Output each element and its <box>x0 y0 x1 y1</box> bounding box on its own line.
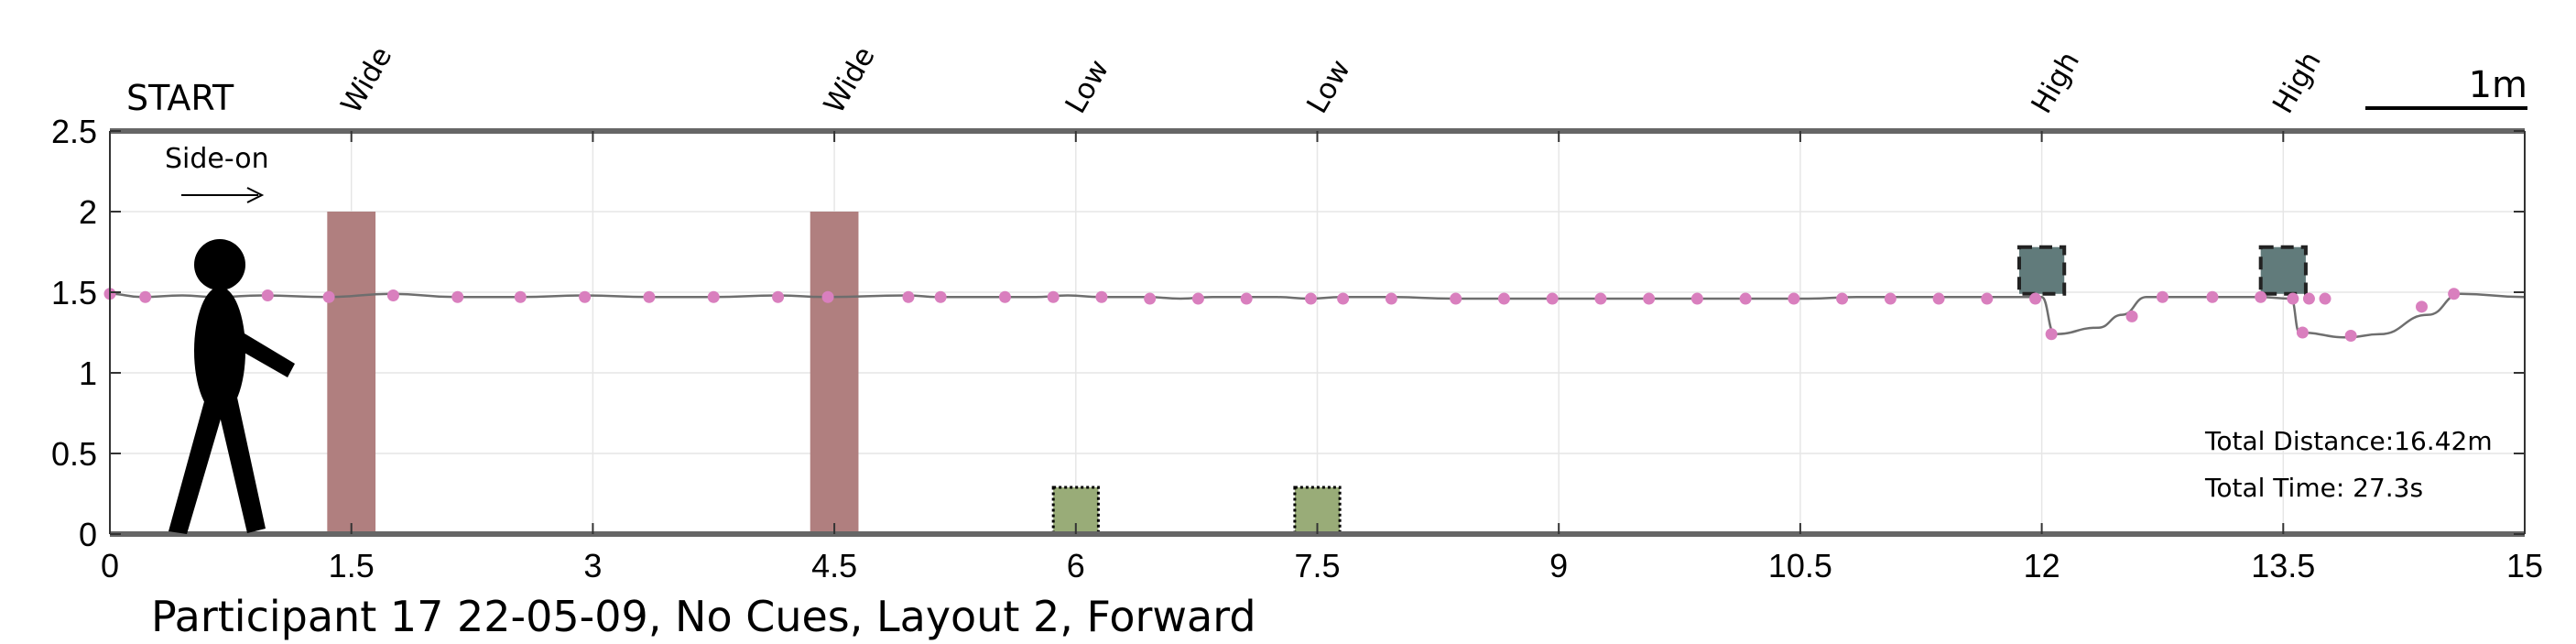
step-marker <box>1304 292 1317 305</box>
x-tick-label: 0 <box>101 547 119 584</box>
step-marker <box>2344 330 2357 343</box>
x-tick-label: 3 <box>583 547 602 584</box>
step-marker <box>998 290 1011 303</box>
step-marker <box>643 290 656 303</box>
y-tick-label: 1.5 <box>51 274 97 311</box>
obstacle-labels: Wide Wide Low Low High High <box>334 41 2327 119</box>
direction-indicator: Side-on <box>165 143 269 203</box>
x-tick-label: 7.5 <box>1294 547 1340 584</box>
x-tick-label: 15 <box>2506 547 2543 584</box>
step-marker <box>386 289 399 302</box>
x-tick-label: 12 <box>2024 547 2060 584</box>
step-marker <box>1788 292 1800 305</box>
step-marker <box>934 290 947 303</box>
obstacle-label: Low <box>1060 54 1116 119</box>
step-marker <box>902 290 915 303</box>
step-marker <box>2302 292 2315 305</box>
obstacle-label: Low <box>1300 54 1357 119</box>
step-marker <box>2029 292 2042 305</box>
y-tick-label: 0 <box>79 516 97 553</box>
step-marker <box>579 290 592 303</box>
y-tick-label: 2 <box>79 193 97 231</box>
step-marker <box>2296 326 2309 339</box>
obstacle-wide-2 <box>810 212 859 534</box>
y-tick-label: 0.5 <box>51 435 97 473</box>
step-marker <box>772 290 785 303</box>
grid <box>110 131 2525 534</box>
step-marker <box>2206 290 2219 303</box>
start-label: START <box>126 78 234 118</box>
step-marker <box>821 290 834 303</box>
obstacle-label: High <box>2025 46 2086 119</box>
total-distance: Total Distance:16.42m <box>2204 426 2493 456</box>
obstacle-label: Wide <box>818 41 882 119</box>
step-marker <box>1144 292 1157 305</box>
step-marker <box>322 290 335 303</box>
step-marker <box>1337 292 1350 305</box>
x-tick-label: 4.5 <box>811 547 857 584</box>
step-marker <box>1981 292 1994 305</box>
step-marker <box>1240 292 1253 305</box>
step-marker <box>514 290 527 303</box>
step-marker <box>2319 292 2331 305</box>
step-marker <box>2125 310 2138 322</box>
step-marker <box>451 290 464 303</box>
step-marker <box>2415 300 2428 313</box>
x-tick-label: 6 <box>1067 547 1085 584</box>
obstacle-label: High <box>2266 46 2328 119</box>
step-marker <box>1095 290 1108 303</box>
step-marker <box>1546 292 1559 305</box>
step-marker <box>261 289 274 302</box>
step-marker <box>2448 288 2461 300</box>
step-marker <box>1836 292 1849 305</box>
step-marker <box>2156 290 2168 303</box>
step-markers <box>103 288 2461 343</box>
step-marker <box>2045 328 2058 341</box>
step-marker <box>1884 292 1897 305</box>
direction-label: Side-on <box>165 143 269 175</box>
x-tick-label: 13.5 <box>2251 547 2315 584</box>
chart-title: Participant 17 22-05-09, No Cues, Layout… <box>151 592 1256 641</box>
obstacles <box>327 212 2308 536</box>
step-marker <box>139 290 152 303</box>
x-tick-label: 9 <box>1549 547 1568 584</box>
step-marker <box>1690 292 1703 305</box>
obstacle-high-5 <box>2016 245 2067 296</box>
step-marker <box>1047 290 1060 303</box>
step-marker <box>1739 292 1752 305</box>
step-marker <box>1191 292 1204 305</box>
total-time: Total Time: 27.3s <box>2204 473 2423 503</box>
walker-figure-icon <box>168 239 295 534</box>
step-marker <box>1450 292 1462 305</box>
scale-bar: 1m <box>2365 64 2527 110</box>
step-marker <box>1385 292 1397 305</box>
scale-bar-label: 1m <box>2469 64 2527 106</box>
x-tick-label: 1.5 <box>329 547 375 584</box>
x-tick-label: 10.5 <box>1768 547 1832 584</box>
step-marker <box>1594 292 1607 305</box>
step-marker <box>2255 290 2267 303</box>
y-tick-label: 2.5 <box>51 113 97 150</box>
step-marker <box>1932 292 1945 305</box>
direction-arrowhead-icon <box>246 187 265 203</box>
step-marker <box>1643 292 1656 305</box>
step-marker <box>1497 292 1510 305</box>
step-marker <box>2287 292 2299 305</box>
obstacle-high-6 <box>2258 245 2308 296</box>
y-tick-label: 1 <box>79 355 97 392</box>
obstacle-wide-1 <box>327 212 376 534</box>
axes: 0 1.5 3 4.5 6 7.5 9 10.5 12 13.5 15 0 0.5 1 1.5 2 2.5 <box>51 113 2543 584</box>
step-marker <box>707 290 720 303</box>
obstacle-label: Wide <box>334 41 398 119</box>
